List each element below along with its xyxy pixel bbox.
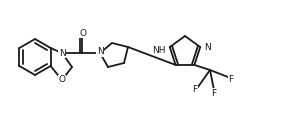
Text: F: F [211, 88, 217, 98]
Text: N: N [59, 48, 65, 58]
Text: F: F [228, 74, 234, 84]
Text: NH: NH [152, 46, 166, 54]
Text: F: F [192, 84, 198, 94]
Text: O: O [80, 28, 87, 38]
Text: O: O [58, 76, 65, 84]
Text: N: N [97, 48, 103, 56]
Text: N: N [204, 42, 211, 51]
